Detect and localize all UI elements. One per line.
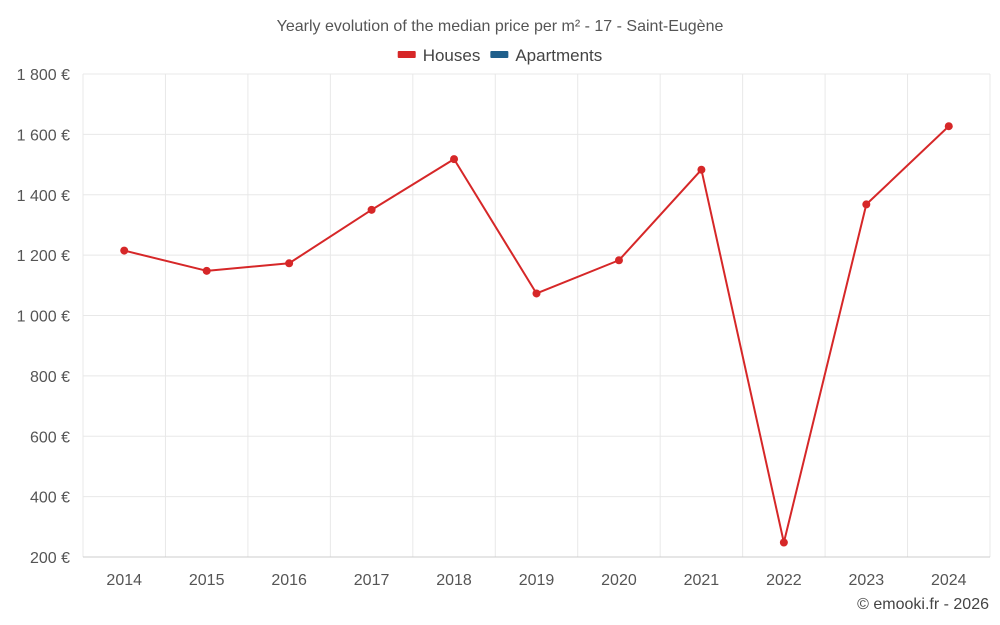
data-point[interactable] [862, 200, 871, 209]
x-axis-ticks: 2014 2015 2016 2017 2018 2019 2020 2021 2022 2023… [106, 572, 966, 589]
x-tick-label: 2017 [354, 572, 390, 589]
x-tick-label: 2023 [849, 572, 885, 589]
y-gridlines [83, 73, 990, 498]
data-point[interactable] [697, 165, 706, 174]
data-point[interactable] [614, 256, 623, 265]
data-point[interactable] [779, 538, 788, 547]
y-tick-label: 1 400 € [17, 188, 70, 205]
credit-text: © emooki.fr - 2026 [857, 596, 989, 613]
y-tick-label: 1 800 € [17, 67, 70, 84]
data-point[interactable] [532, 289, 541, 298]
data-point[interactable] [944, 122, 953, 131]
y-tick-label: 400 € [30, 490, 70, 507]
legend: Houses Apartments [397, 46, 602, 65]
data-point[interactable] [367, 205, 376, 214]
x-tick-label: 2022 [766, 572, 802, 589]
y-tick-label: 200 € [30, 550, 70, 567]
x-tick-label: 2018 [436, 572, 472, 589]
y-tick-label: 600 € [30, 429, 70, 446]
data-point[interactable] [285, 259, 294, 268]
x-tick-label: 2014 [106, 572, 142, 589]
x-tick-label: 2020 [601, 572, 637, 589]
legend-label-apartments[interactable]: Apartments [515, 46, 602, 65]
x-gridlines [82, 74, 991, 557]
legend-swatch-apartments [490, 51, 509, 58]
series-group [120, 122, 953, 547]
x-tick-label: 2015 [189, 572, 225, 589]
y-tick-label: 1 200 € [17, 248, 70, 265]
y-axis-ticks: 200 € 400 € 600 € 800 € 1 000 € 1 200 € 1 400 … [17, 67, 70, 567]
legend-swatch-houses [397, 51, 416, 58]
x-tick-label: 2021 [684, 572, 720, 589]
data-point[interactable] [120, 246, 129, 255]
y-tick-label: 800 € [30, 369, 70, 386]
data-point[interactable] [450, 155, 459, 164]
x-tick-label: 2016 [271, 572, 307, 589]
legend-label-houses[interactable]: Houses [423, 46, 481, 65]
data-point[interactable] [202, 266, 211, 275]
x-tick-label: 2019 [519, 572, 555, 589]
chart-title: Yearly evolution of the median price per… [277, 18, 724, 35]
y-tick-label: 1 000 € [17, 309, 70, 326]
x-tick-label: 2024 [931, 572, 967, 589]
y-tick-label: 1 600 € [17, 127, 70, 144]
